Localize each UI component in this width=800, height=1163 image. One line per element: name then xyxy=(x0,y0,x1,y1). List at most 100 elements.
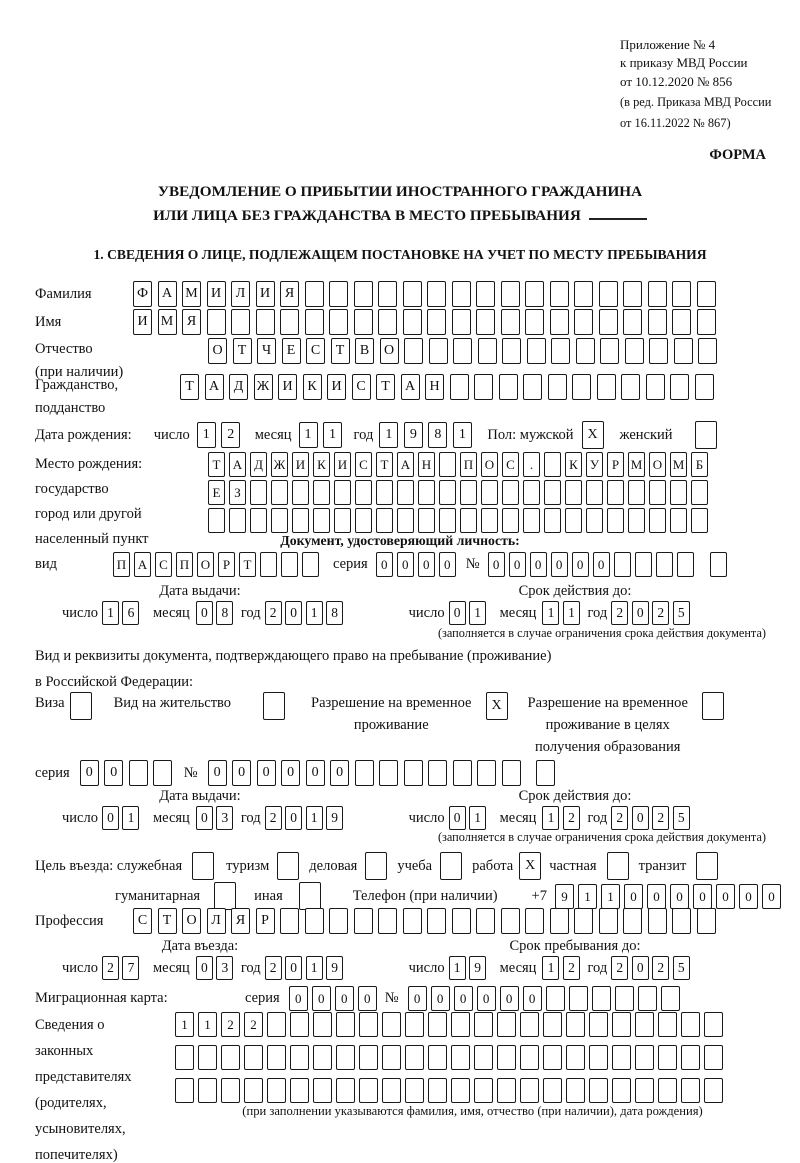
date-cell[interactable]: 1 xyxy=(469,806,487,830)
residence-number-cell[interactable]: 0 xyxy=(256,760,276,786)
purpose-official-checkbox[interactable] xyxy=(192,852,215,880)
profession-char-cell[interactable] xyxy=(451,908,471,934)
residence-number-cell[interactable] xyxy=(379,760,399,786)
representatives-char-cell[interactable] xyxy=(336,1012,355,1037)
phone-digit-cell[interactable]: 1 xyxy=(577,883,597,909)
surname-char-cell[interactable] xyxy=(304,281,324,307)
profession-char-cell[interactable] xyxy=(574,908,593,934)
purpose-transit-checkbox[interactable] xyxy=(696,852,719,880)
representatives-char-cell[interactable] xyxy=(428,1045,447,1070)
representatives-char-cell[interactable] xyxy=(520,1078,539,1103)
surname-char-cell[interactable] xyxy=(598,281,618,307)
firstname-char-cell[interactable] xyxy=(378,309,397,335)
representatives-char-cell[interactable] xyxy=(635,1078,654,1103)
birth-place-char-cell[interactable] xyxy=(376,508,393,533)
surname-char-cell[interactable]: Ф xyxy=(133,281,152,307)
residence-series-cell[interactable]: 0 xyxy=(79,760,99,786)
surname-char-cell[interactable] xyxy=(549,281,569,307)
birth-place-char-cell[interactable]: А xyxy=(229,452,246,477)
birth-place-char-cell[interactable]: М xyxy=(628,452,645,477)
representatives-char-cell[interactable] xyxy=(175,1045,194,1070)
migration-number-cell[interactable]: 0 xyxy=(499,986,519,1011)
migration-number-cell[interactable] xyxy=(614,986,634,1011)
date-cell[interactable]: 0 xyxy=(285,806,303,830)
representatives-char-cell[interactable] xyxy=(612,1012,631,1037)
surname-char-cell[interactable] xyxy=(696,281,716,307)
birth-place-char-cell[interactable] xyxy=(586,480,603,505)
profession-char-cell[interactable] xyxy=(378,908,397,934)
birth-place-char-cell[interactable] xyxy=(208,508,225,533)
purpose-business-checkbox[interactable] xyxy=(365,852,388,880)
birth-place-char-cell[interactable]: Е xyxy=(208,480,225,505)
birth-place-char-cell[interactable]: О xyxy=(481,452,498,477)
date-cell[interactable]: 0 xyxy=(631,956,649,980)
date-cell[interactable]: 8 xyxy=(326,601,344,625)
profession-char-cell[interactable] xyxy=(280,908,299,934)
doc-series-cell[interactable]: 0 xyxy=(375,552,393,577)
date-cell[interactable]: 2 xyxy=(611,956,629,980)
citizenship-char-cell[interactable]: С xyxy=(351,374,371,400)
representatives-char-cell[interactable] xyxy=(520,1012,539,1037)
date-cell[interactable]: 5 xyxy=(672,806,690,830)
migration-series-cell[interactable]: 0 xyxy=(334,986,354,1011)
birth-place-char-cell[interactable] xyxy=(334,480,351,505)
phone-digit-cell[interactable]: 1 xyxy=(600,883,620,909)
surname-char-cell[interactable] xyxy=(500,281,520,307)
firstname-char-cell[interactable] xyxy=(574,309,593,335)
birth-place-char-cell[interactable] xyxy=(481,480,498,505)
date-cell[interactable]: 2 xyxy=(652,806,670,830)
citizenship-char-cell[interactable] xyxy=(547,374,567,400)
surname-char-cell[interactable] xyxy=(329,281,348,307)
date-cell[interactable]: 0 xyxy=(448,806,466,830)
citizenship-char-cell[interactable]: А xyxy=(400,374,420,400)
doc-type-char-cell[interactable] xyxy=(260,552,277,577)
firstname-char-cell[interactable] xyxy=(255,309,275,335)
birth-place-char-cell[interactable] xyxy=(565,480,582,505)
migration-number-cell[interactable] xyxy=(545,986,565,1011)
date-cell[interactable]: 2 xyxy=(562,806,580,830)
patronymic-char-cell[interactable] xyxy=(502,338,521,364)
representatives-char-cell[interactable] xyxy=(497,1078,516,1103)
doc-number-cell[interactable]: 0 xyxy=(529,552,547,577)
profession-char-cell[interactable] xyxy=(427,908,446,934)
date-cell[interactable]: 1 xyxy=(122,806,140,830)
temp-residence-checkbox[interactable]: X xyxy=(485,692,508,720)
migration-number-cell[interactable] xyxy=(637,986,657,1011)
firstname-char-cell[interactable] xyxy=(280,309,299,335)
date-cell[interactable]: 2 xyxy=(652,956,670,980)
date-cell[interactable]: 1 xyxy=(542,806,560,830)
patronymic-char-cell[interactable] xyxy=(428,338,448,364)
representatives-char-cell[interactable] xyxy=(543,1078,562,1103)
firstname-char-cell[interactable] xyxy=(329,309,348,335)
date-cell[interactable]: 2 xyxy=(562,956,580,980)
birth-place-char-cell[interactable] xyxy=(250,508,267,533)
date-cell[interactable]: 2 xyxy=(264,956,282,980)
patronymic-char-cell[interactable] xyxy=(551,338,570,364)
citizenship-char-cell[interactable] xyxy=(621,374,640,400)
profession-char-cell[interactable] xyxy=(353,908,373,934)
birth-place-char-cell[interactable]: Т xyxy=(376,452,393,477)
date-cell[interactable]: 1 xyxy=(305,601,323,625)
surname-char-cell[interactable] xyxy=(402,281,422,307)
representatives-char-cell[interactable] xyxy=(681,1045,700,1070)
doc-type-char-cell[interactable]: Р xyxy=(218,552,235,577)
firstname-char-cell[interactable] xyxy=(598,309,618,335)
birth-place-char-cell[interactable] xyxy=(334,508,351,533)
representatives-char-cell[interactable] xyxy=(497,1045,516,1070)
firstname-char-cell[interactable] xyxy=(500,309,520,335)
phone-digit-cell[interactable]: 0 xyxy=(738,883,758,909)
representatives-char-cell[interactable] xyxy=(681,1078,700,1103)
surname-char-cell[interactable]: Я xyxy=(280,281,299,307)
phone-digit-cell[interactable]: 0 xyxy=(623,883,643,909)
representatives-char-cell[interactable] xyxy=(336,1078,355,1103)
profession-char-cell[interactable] xyxy=(696,908,716,934)
representatives-char-cell[interactable] xyxy=(313,1045,332,1070)
date-cell[interactable]: 6 xyxy=(122,601,140,625)
migration-series-cell[interactable]: 0 xyxy=(357,986,377,1011)
date-cell[interactable]: 1 xyxy=(542,956,560,980)
profession-char-cell[interactable] xyxy=(304,908,324,934)
firstname-char-cell[interactable]: Я xyxy=(182,309,201,335)
birth-year-cell[interactable]: 9 xyxy=(403,422,423,448)
migration-number-cell[interactable]: 0 xyxy=(430,986,450,1011)
representatives-char-cell[interactable]: 1 xyxy=(198,1012,217,1037)
